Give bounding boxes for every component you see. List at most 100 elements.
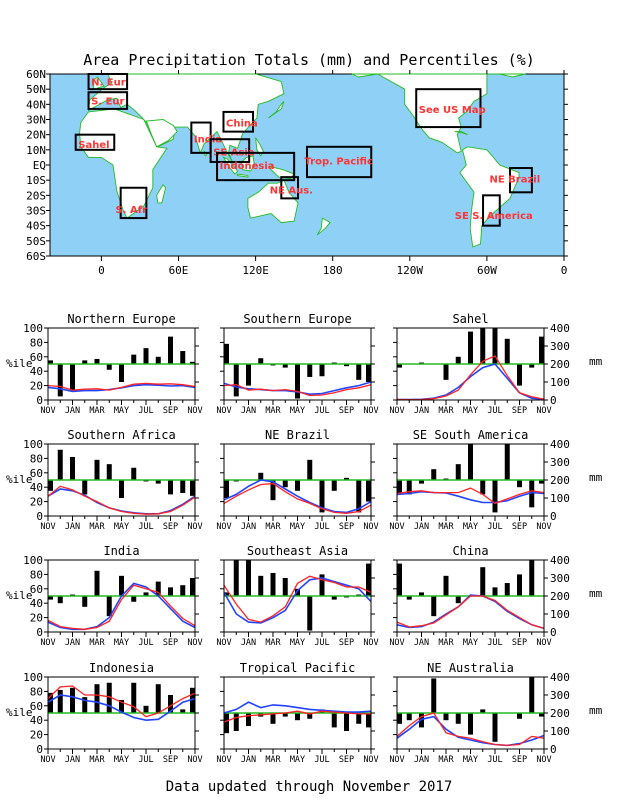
- percentile-bar: [106, 464, 112, 480]
- mm-tick-label: 100: [550, 725, 570, 738]
- percentile-bar: [397, 563, 402, 596]
- panel-tropical-pacific: Tropical Pacific NOV JAN MAR MAY JUL SEP NOV: [216, 661, 378, 765]
- normal-precip-line: [47, 694, 196, 722]
- month-label: MAY: [290, 522, 305, 532]
- landmass-8: [268, 101, 285, 119]
- landmass-2: [145, 119, 178, 148]
- normal-precip-line: [223, 577, 372, 624]
- percentile-bar: [319, 364, 325, 377]
- pct-tick-label: 20: [30, 380, 43, 393]
- percentile-bar: [143, 348, 149, 364]
- normal-precip-line: [396, 715, 545, 747]
- month-label: NOV: [216, 638, 231, 648]
- mm-axis-label: mm: [589, 587, 603, 600]
- percentile-bar: [517, 364, 522, 386]
- landmass-13: [486, 73, 526, 78]
- percentile-bar: [366, 480, 371, 502]
- pct-tick-label: 100: [23, 438, 43, 451]
- panel-ne-brazil: NE Brazil NOV JAN MAR MAY JUL SEP NOV: [216, 428, 378, 532]
- actual-precip-line: [223, 710, 371, 723]
- percentile-bar: [224, 343, 229, 364]
- figure-footer: Data updated through November 2017: [166, 779, 453, 795]
- region-box: [482, 194, 501, 227]
- percentile-bar: [48, 480, 53, 491]
- month-label: JAN: [65, 522, 80, 532]
- percentile-bar: [143, 480, 149, 482]
- percentile-bar: [419, 592, 424, 596]
- pct-tick-label: 0: [36, 510, 43, 523]
- percentile-bar: [106, 364, 112, 370]
- percentile-bar: [539, 713, 544, 717]
- month-label: NOV: [216, 755, 231, 765]
- landmass-14: [156, 183, 167, 204]
- actual-precip-line: [223, 482, 372, 514]
- month-label: SEP: [163, 522, 178, 532]
- percentile-bar: [270, 713, 276, 724]
- month-label: NOV: [363, 638, 378, 648]
- percentile-bar: [517, 713, 522, 719]
- month-label: JUL: [138, 522, 153, 532]
- pct-tick-label: 0: [36, 626, 43, 639]
- percentile-bar: [419, 480, 424, 484]
- month-label: NOV: [389, 406, 404, 416]
- normal-precip-line: [223, 701, 372, 714]
- panel-title: Southern Europe: [243, 312, 351, 326]
- percentile-bar: [480, 328, 486, 364]
- month-label: NOV: [389, 755, 404, 765]
- percentile-bar: [190, 578, 195, 596]
- lat-label: 40S: [26, 220, 46, 233]
- mm-tick-label: 0: [550, 510, 557, 523]
- percentile-bar: [397, 713, 402, 724]
- lon-label: 60W: [477, 264, 497, 277]
- percentile-bar: [492, 587, 498, 596]
- month-label: SEP: [512, 406, 527, 416]
- pct-tick-label: 100: [23, 322, 43, 335]
- percentile-bar: [529, 560, 535, 596]
- percentile-bar: [431, 596, 437, 617]
- pct-tick-label: 20: [30, 612, 43, 625]
- lat-label: 10N: [26, 144, 46, 157]
- percentile-bar: [356, 480, 362, 513]
- lat-label: 30S: [26, 205, 46, 218]
- month-label: JUL: [138, 755, 153, 765]
- percentile-bar: [307, 596, 313, 631]
- percentile-bar: [270, 572, 276, 596]
- pct-tick-label: 0: [36, 743, 43, 756]
- month-label: JUL: [314, 522, 329, 532]
- percentile-bar: [492, 713, 498, 742]
- lat-label: 10S: [26, 174, 46, 187]
- percentile-bar: [295, 364, 300, 399]
- percentile-bar: [258, 472, 264, 480]
- percentile-bar: [180, 709, 186, 713]
- percentile-bar: [455, 596, 461, 604]
- percentile-bar: [143, 705, 149, 713]
- month-label: MAY: [114, 755, 129, 765]
- month-label: SEP: [512, 638, 527, 648]
- month-label: MAY: [290, 755, 305, 765]
- percentile-bar: [504, 338, 510, 364]
- percentile-bar: [366, 713, 371, 728]
- percentile-bar: [233, 480, 239, 482]
- percentile-bar: [155, 581, 161, 596]
- percentile-bar: [70, 594, 75, 596]
- panel-title: Northern Europe: [67, 312, 175, 326]
- lon-label: 120W: [397, 264, 424, 277]
- mm-tick-label: 100: [550, 608, 570, 621]
- panel-southern-europe: Southern Europe NOV JAN MAR MAY JUL SEP NOV: [216, 312, 378, 416]
- pct-tick-label: 60: [30, 700, 43, 713]
- percentile-bar: [82, 360, 88, 364]
- percentile-bar: [48, 360, 53, 364]
- month-label: SEP: [339, 755, 354, 765]
- lon-label: 0: [561, 264, 568, 277]
- percentile-bar: [319, 480, 325, 513]
- panel-title: Tropical Pacific: [240, 661, 356, 675]
- panel-title: Southeast Asia: [247, 544, 348, 558]
- percentile-bar: [539, 336, 544, 364]
- mm-tick-label: 300: [550, 572, 570, 585]
- month-label: NOV: [536, 406, 551, 416]
